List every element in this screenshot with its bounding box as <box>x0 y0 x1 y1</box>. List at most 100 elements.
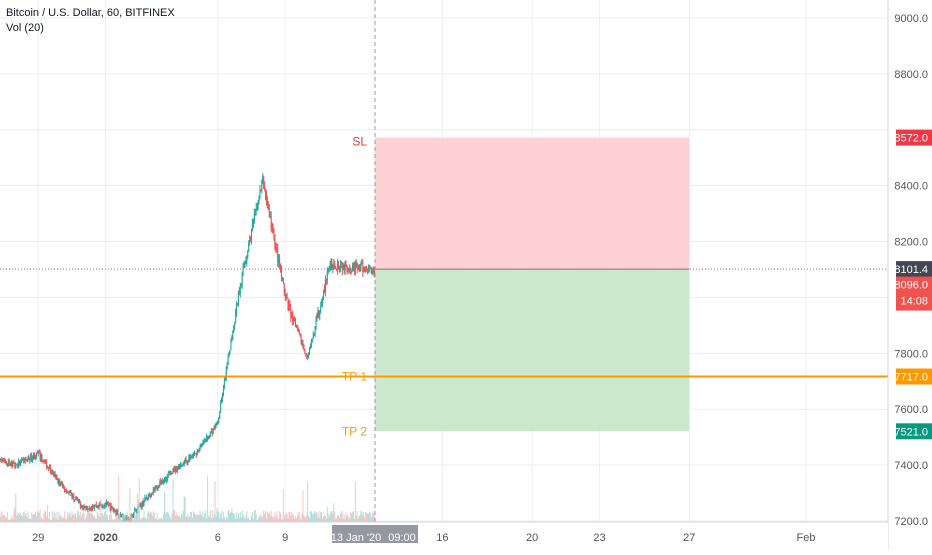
volume-bar <box>175 516 176 522</box>
candle-body <box>170 471 171 473</box>
volume-bar <box>98 516 99 522</box>
volume-bar <box>4 515 5 522</box>
volume-bar <box>244 517 245 522</box>
volume-bar <box>111 512 112 522</box>
candle-body <box>65 490 66 491</box>
candle-body <box>214 427 215 430</box>
candle-body <box>374 272 375 274</box>
candle-body <box>68 492 69 493</box>
volume-bar <box>186 516 187 522</box>
candle-body <box>290 309 291 318</box>
volume-bar <box>224 517 225 522</box>
candle-body <box>13 463 14 464</box>
x-tick-label: 27 <box>683 532 695 544</box>
volume-bar <box>348 518 349 522</box>
volume-bar <box>274 512 275 522</box>
candle-body <box>288 298 289 306</box>
volume-bar <box>75 513 76 522</box>
candle-body <box>99 503 100 507</box>
volume-bar <box>69 512 70 522</box>
volume-bar <box>131 516 132 522</box>
volume-bar <box>60 515 61 522</box>
volume-bar <box>70 514 71 522</box>
candle-body <box>216 425 217 426</box>
volume-bar <box>359 516 360 522</box>
volume-bar <box>213 518 214 522</box>
volume-bar <box>150 512 151 522</box>
candle-body <box>311 341 312 345</box>
candle-body <box>194 453 195 456</box>
volume-bar <box>139 478 140 522</box>
candle-body <box>33 455 34 458</box>
volume-bar <box>61 517 62 522</box>
candle-body <box>20 462 21 465</box>
candle-body <box>314 334 315 335</box>
volume-bar <box>116 516 117 522</box>
candle-body <box>283 278 284 284</box>
y-tick-label: 8200.0 <box>894 237 928 249</box>
volume-bar <box>180 518 181 522</box>
candle-body <box>41 455 42 458</box>
candle-body <box>93 508 94 509</box>
volume-bar <box>20 513 21 522</box>
volume-bar <box>102 513 103 522</box>
candle-body <box>345 261 346 270</box>
volume-bar <box>190 512 191 522</box>
candle-body <box>284 284 285 293</box>
candle-body <box>282 278 283 279</box>
candle-body <box>292 312 293 322</box>
volume-bar <box>79 516 80 522</box>
candle-body <box>327 272 328 281</box>
volume-bar <box>145 518 146 522</box>
candle-body <box>373 270 374 272</box>
volume-bar <box>299 512 300 522</box>
volume-bar <box>189 516 190 522</box>
volume-bar <box>270 514 271 522</box>
volume-bar <box>372 513 373 522</box>
candle-body <box>107 502 108 503</box>
volume-bar <box>242 510 243 522</box>
volume-bar <box>99 517 100 522</box>
volume-bar <box>156 519 157 522</box>
crosshair-date: 13 Jan '20 <box>331 532 381 544</box>
volume-bar <box>230 513 231 522</box>
candle-body <box>200 447 201 451</box>
candle-body <box>257 209 258 210</box>
candle-body <box>221 399 222 403</box>
candle-body <box>262 177 263 182</box>
price-axis: 7200.07400.07600.07800.08200.08400.08800… <box>888 0 932 550</box>
volume-bar <box>283 490 284 522</box>
volume-bar <box>331 511 332 522</box>
volume-bar <box>233 513 234 522</box>
candle-body <box>315 327 316 334</box>
candle-body <box>75 499 76 500</box>
candle-body <box>59 480 60 485</box>
volume-bar <box>3 516 4 522</box>
candle-body <box>39 452 40 453</box>
volume-bar <box>147 513 148 522</box>
candle-body <box>173 468 174 469</box>
candle-body <box>256 209 257 211</box>
candle-body <box>271 216 272 227</box>
candle-body <box>335 267 336 269</box>
candle-body <box>360 264 361 266</box>
candle-body <box>42 460 43 461</box>
volume-bar <box>2 514 3 522</box>
candle-body <box>240 286 241 293</box>
candle-body <box>344 264 345 270</box>
candle-body <box>106 502 107 505</box>
candle-body <box>224 381 225 387</box>
candle-body <box>329 269 330 270</box>
candle-body <box>230 341 231 351</box>
candle-body <box>181 465 182 466</box>
candle-body <box>298 328 299 331</box>
volume-bar <box>44 510 45 522</box>
candle-body <box>357 263 358 268</box>
volume-bar <box>12 516 13 522</box>
volume-bar <box>14 507 15 522</box>
volume-bar <box>333 503 334 522</box>
volume-bar <box>199 515 200 522</box>
volume-bar <box>63 518 64 522</box>
